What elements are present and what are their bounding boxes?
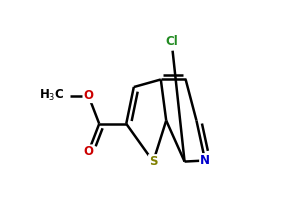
Text: N: N xyxy=(200,154,210,167)
Text: S: S xyxy=(149,155,158,168)
Text: Cl: Cl xyxy=(165,35,178,48)
Text: H$_3$C: H$_3$C xyxy=(39,88,65,103)
Text: O: O xyxy=(83,89,93,102)
Text: O: O xyxy=(83,145,93,158)
